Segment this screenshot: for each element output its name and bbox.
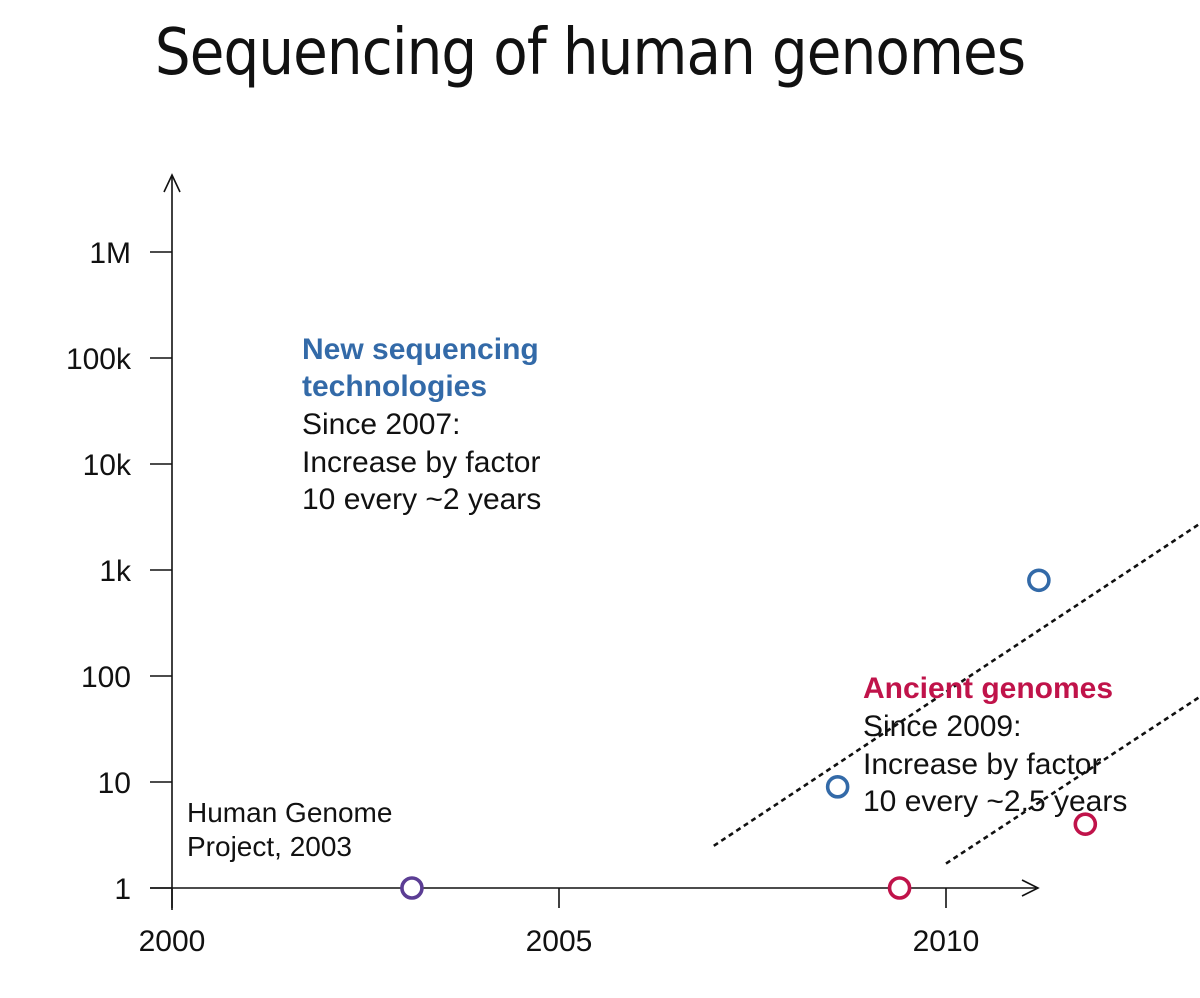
y-tick-label: 1M	[89, 237, 131, 270]
data-point	[825, 775, 850, 799]
y-tick-label: 10	[98, 767, 131, 800]
annotation-ancient: Ancient genomes Since 2009: Increase by …	[863, 672, 1127, 818]
annotation-ancient-heading: Ancient genomes	[863, 672, 1113, 705]
y-tick-label: 1k	[99, 555, 132, 588]
x-tick-label: 2005	[526, 925, 593, 958]
annotation-hgp-line-1: Human Genome	[187, 797, 392, 828]
data-point	[400, 876, 424, 900]
y-tick-label: 10k	[83, 449, 132, 482]
x-tick-label: 2010	[913, 925, 980, 958]
y-tick-label: 1	[114, 873, 131, 906]
data-points	[400, 568, 1098, 900]
annotation-new-tech-heading-1: New sequencing	[302, 333, 539, 366]
trend-line	[945, 695, 1200, 865]
annotation-hgp: Human Genome Project, 2003	[187, 797, 392, 862]
data-point	[887, 876, 912, 900]
y-axis-arrow	[163, 173, 181, 193]
annotation-new-tech-heading-2: technologies	[302, 370, 487, 403]
x-axis-arrow	[1021, 879, 1040, 897]
chart-title: Sequencing of human genomes	[154, 16, 1026, 90]
ticks: 200020052010201520201101001k10k100k1M	[66, 237, 980, 958]
y-tick-label: 100k	[66, 343, 132, 376]
annotation-hgp-line-2: Project, 2003	[187, 831, 352, 862]
annotation-new-tech: New sequencing technologies Since 2007: …	[302, 333, 541, 516]
y-tick-label: 100	[81, 661, 131, 694]
annotation-new-tech-body-2: Increase by factor	[302, 446, 540, 479]
x-tick-label: 2000	[139, 925, 206, 958]
annotation-ancient-body-3: 10 every ~2.5 years	[863, 785, 1127, 818]
annotation-new-tech-body-3: 10 every ~2 years	[302, 483, 541, 516]
data-point	[1027, 568, 1051, 593]
trend-lines	[713, 522, 1200, 865]
annotation-ancient-body-2: Increase by factor	[863, 748, 1101, 781]
annotation-new-tech-body-1: Since 2007:	[302, 408, 460, 441]
data-point	[1073, 812, 1098, 836]
annotation-ancient-body-1: Since 2009:	[863, 710, 1021, 743]
